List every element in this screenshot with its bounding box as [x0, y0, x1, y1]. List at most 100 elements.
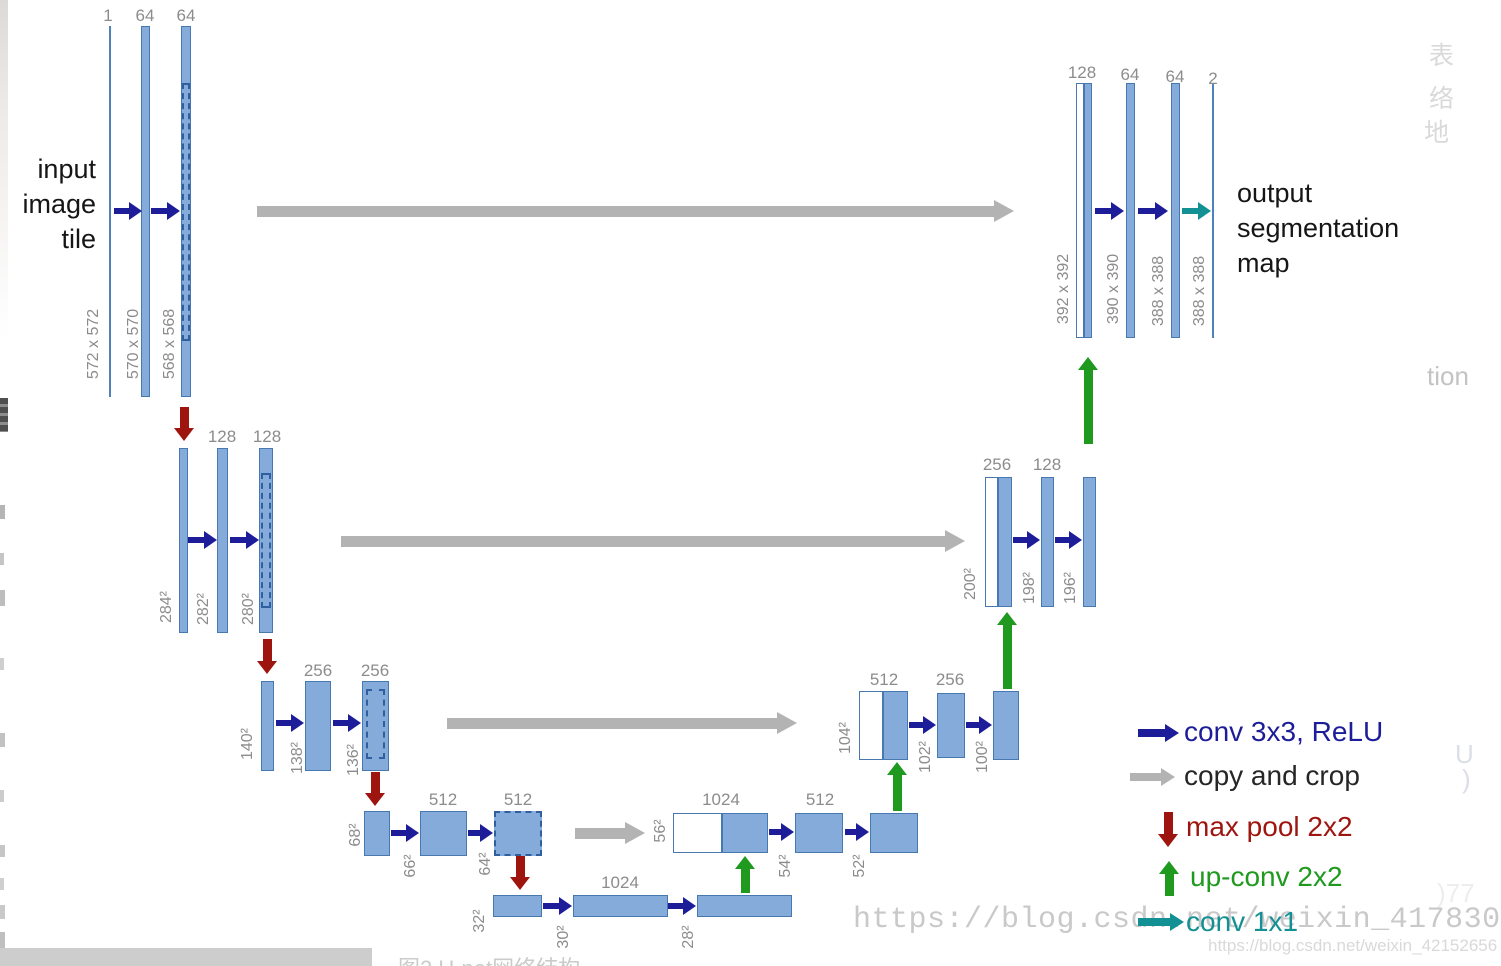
copied-feature-map — [985, 477, 998, 607]
legend-upconv-arrow — [1159, 861, 1179, 896]
conv3x3-arrow — [114, 202, 142, 220]
size-label: 68² — [347, 823, 364, 847]
bg-text-u: U — [1455, 739, 1474, 769]
feature-map — [493, 895, 542, 917]
feature-map — [722, 813, 768, 853]
output-label-line3: map — [1237, 248, 1290, 278]
legend-conv3x3-arrow — [1138, 724, 1179, 742]
size-label: 280² — [240, 592, 257, 626]
channel-label: 256 — [360, 661, 390, 680]
copied-feature-map — [859, 691, 883, 760]
size-label: 388 x 388 — [1150, 255, 1167, 327]
conv3x3-arrow — [151, 202, 180, 220]
legend-copy-crop-label: copy and crop — [1184, 760, 1360, 791]
conv3x3-arrow — [845, 823, 869, 841]
output-label: output segmentation map — [1237, 176, 1399, 281]
channel-label: 256 — [982, 455, 1012, 474]
left-edge-artifact — [0, 398, 8, 432]
feature-map-input — [109, 26, 111, 397]
size-label: 196² — [1062, 571, 1079, 605]
feature-map — [494, 811, 542, 856]
maxpool-arrow — [174, 407, 194, 441]
bg-text-paren: ) — [1462, 764, 1471, 794]
channel-label: 512 — [805, 790, 835, 809]
channel-label: 128 — [1067, 63, 1097, 82]
feature-map — [870, 813, 918, 853]
size-label: 284² — [158, 590, 175, 624]
copy-crop-arrow — [447, 712, 797, 734]
feature-map — [420, 811, 467, 856]
left-edge-artifact — [0, 590, 5, 606]
copied-feature-map — [1076, 83, 1084, 338]
channel-label: 128 — [207, 427, 237, 446]
figure-caption: 图2 U-net网络结构 — [398, 951, 580, 966]
feature-map — [364, 811, 390, 856]
size-label: 140² — [239, 727, 256, 761]
channel-label: 1024 — [601, 873, 639, 892]
channel-label: 256 — [935, 670, 965, 689]
feature-map — [795, 813, 843, 853]
channel-label: 2 — [1208, 69, 1218, 88]
size-label: 198² — [1021, 571, 1038, 605]
channel-label: 64 — [1165, 67, 1185, 86]
conv3x3-arrow — [1013, 531, 1040, 549]
conv3x3-arrow — [230, 531, 259, 549]
copied-feature-map — [673, 813, 722, 853]
crop-region — [366, 689, 385, 759]
channel-label: 512 — [869, 670, 899, 689]
size-label: 52² — [851, 854, 868, 878]
channel-label: 512 — [503, 790, 533, 809]
legend-copy-crop-arrow — [1130, 768, 1175, 786]
size-label: 30² — [555, 925, 572, 949]
size-label: 136² — [345, 743, 362, 777]
output-label-line2: segmentation — [1237, 213, 1400, 243]
copy-crop-arrow — [575, 822, 645, 844]
legend-maxpool-label: max pool 2x2 — [1186, 811, 1353, 842]
conv3x3-arrow — [543, 897, 572, 915]
feature-map — [1126, 83, 1135, 338]
feature-map-output — [1212, 83, 1214, 338]
size-label: 570 x 570 — [125, 308, 142, 380]
size-label: 54² — [777, 854, 794, 878]
crop-region — [182, 83, 190, 341]
input-label-line3: tile — [61, 224, 96, 254]
feature-map — [1084, 83, 1092, 338]
input-label-line2: image — [22, 189, 96, 219]
feature-map — [1171, 83, 1180, 338]
maxpool-arrow — [257, 639, 277, 674]
legend-conv1x1-arrow — [1138, 913, 1184, 931]
size-label: 282² — [195, 592, 212, 626]
channel-label: 64 — [135, 6, 155, 25]
feature-map — [181, 26, 191, 397]
left-edge-artifact — [0, 658, 4, 670]
size-label: 138² — [289, 741, 306, 775]
upconv-arrow — [1078, 357, 1098, 444]
conv3x3-arrow — [391, 824, 419, 842]
conv1x1-arrow — [1182, 202, 1211, 220]
input-label: input image tile — [8, 152, 96, 257]
bg-text-cn-3: 地 — [1424, 119, 1450, 147]
feature-map — [697, 895, 792, 917]
size-label: 100² — [974, 740, 991, 774]
conv3x3-arrow — [276, 714, 304, 732]
left-edge-artifact — [0, 553, 4, 565]
upconv-arrow — [735, 856, 755, 893]
size-label: 390 x 390 — [1105, 253, 1122, 325]
bg-text-cn-2: 络 — [1429, 85, 1455, 113]
left-edge-artifact — [0, 505, 5, 519]
legend-upconv-label: up-conv 2x2 — [1190, 861, 1343, 892]
left-edge-artifact — [0, 878, 4, 890]
channel-label: 128 — [252, 427, 282, 446]
conv3x3-arrow — [468, 824, 493, 842]
bottom-bar-artifact — [0, 948, 372, 966]
feature-map — [179, 448, 188, 633]
conv3x3-arrow — [909, 716, 936, 734]
channel-label: 128 — [1032, 455, 1062, 474]
upconv-arrow — [887, 762, 907, 811]
channel-label: 1 — [103, 6, 113, 25]
channel-label: 256 — [303, 661, 333, 680]
size-label: 568 x 568 — [161, 308, 178, 380]
upconv-arrow — [997, 612, 1017, 689]
legend-maxpool-arrow — [1158, 812, 1178, 847]
